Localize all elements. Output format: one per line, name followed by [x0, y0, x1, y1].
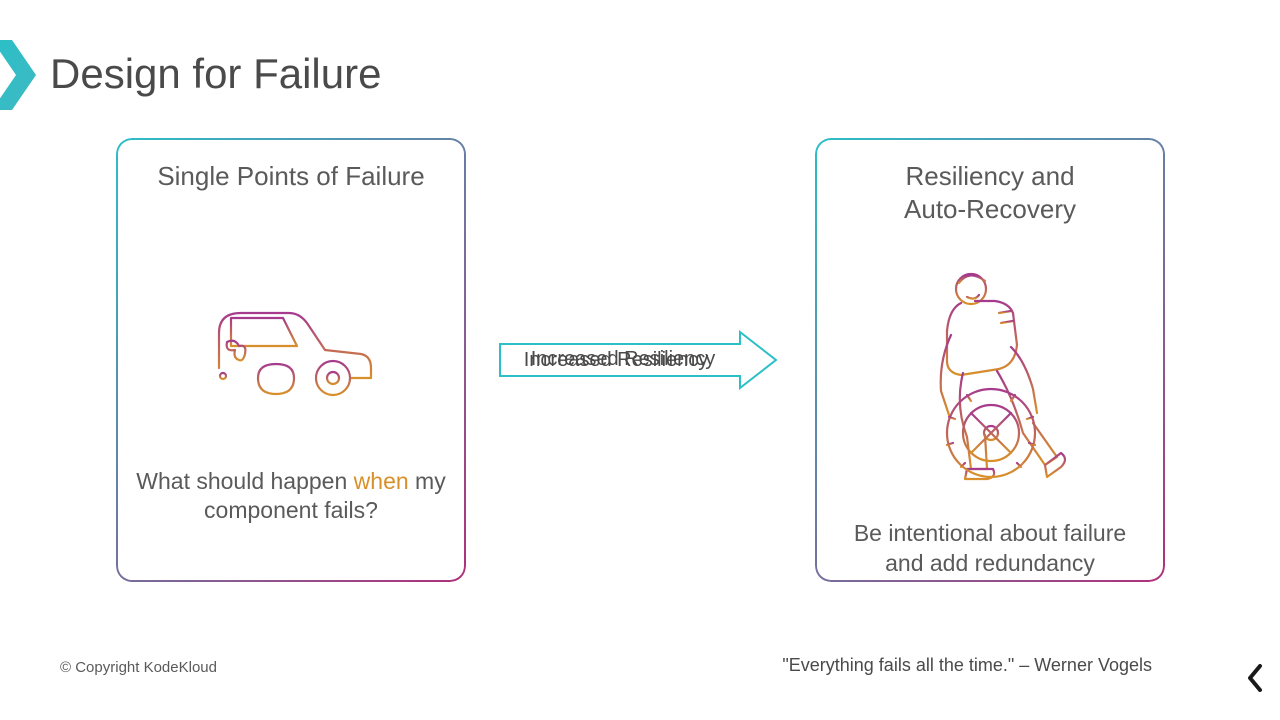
- caption-highlight: when: [354, 468, 409, 494]
- title-line: Resiliency and: [905, 161, 1074, 191]
- card-right-caption: Be intentional about failure and add red…: [829, 519, 1151, 579]
- card-left-caption: What should happen when my component fai…: [130, 467, 452, 527]
- chevron-left-icon: [1246, 664, 1264, 692]
- card-single-points-of-failure: Single Points of Failure: [116, 138, 466, 582]
- arrow-label-text: Increased Resiliency: [508, 348, 738, 371]
- previous-slide-button[interactable]: [1240, 660, 1270, 696]
- person-tire-icon: [829, 255, 1151, 495]
- corner-chevron-icon: [0, 40, 40, 115]
- slide-title: Design for Failure: [50, 50, 381, 98]
- card-left-title: Single Points of Failure: [130, 160, 452, 193]
- card-resiliency-recovery: Resiliency and Auto-Recovery: [815, 138, 1165, 582]
- broken-car-icon: [130, 243, 452, 443]
- footer-quote: "Everything fails all the time." – Werne…: [782, 655, 1152, 676]
- copyright-text: © Copyright KodeKloud: [60, 659, 217, 676]
- caption-text: What should happen: [136, 468, 353, 494]
- caption-line: Be intentional about failure: [854, 520, 1126, 546]
- title-line: Auto-Recovery: [904, 194, 1076, 224]
- card-right-title: Resiliency and Auto-Recovery: [829, 160, 1151, 225]
- caption-line: and add redundancy: [885, 550, 1095, 576]
